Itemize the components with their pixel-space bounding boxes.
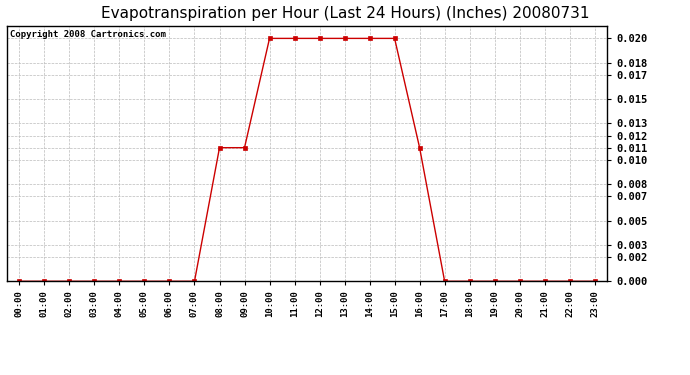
Text: Copyright 2008 Cartronics.com: Copyright 2008 Cartronics.com	[10, 30, 166, 39]
Text: Evapotranspiration per Hour (Last 24 Hours) (Inches) 20080731: Evapotranspiration per Hour (Last 24 Hou…	[101, 6, 589, 21]
